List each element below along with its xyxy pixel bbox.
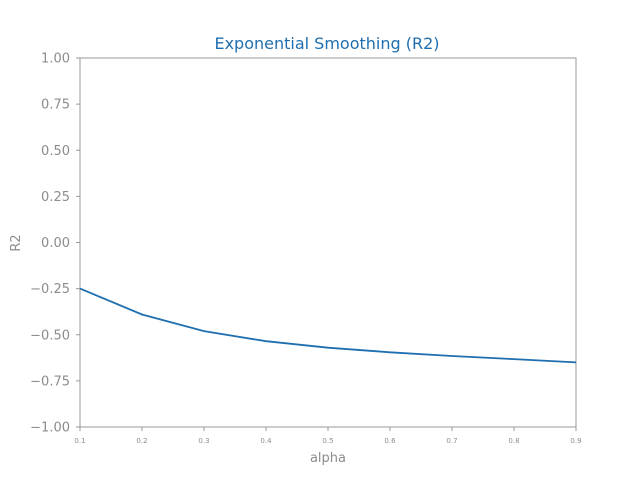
x-tick-label: 0.8 <box>508 437 519 445</box>
x-tick-label: 0.5 <box>322 437 333 445</box>
chart-title: Exponential Smoothing (R2) <box>214 34 439 53</box>
x-tick-label: 0.1 <box>74 437 85 445</box>
plot-area-frame <box>79 57 577 428</box>
x-tick-label: 0.4 <box>260 437 272 445</box>
y-tick-label: 0.75 <box>41 98 70 113</box>
y-tick-label: −0.50 <box>30 328 70 343</box>
x-tick-label: 0.7 <box>446 437 457 445</box>
y-axis-label: R2 <box>9 234 24 251</box>
y-tick-label: 0.25 <box>41 190 70 205</box>
y-tick-label: −1.00 <box>30 421 70 436</box>
y-tick-label: 0.50 <box>41 144 70 159</box>
x-tick-label: 0.6 <box>384 437 396 445</box>
x-axis: 0.1 0.2 0.3 0.4 0.5 0.6 0.7 0.8 0.9 <box>74 427 582 445</box>
y-tick-label: −0.75 <box>30 374 70 389</box>
y-tick-label: −0.25 <box>30 282 70 297</box>
y-tick-label: 0.00 <box>41 236 70 251</box>
x-tick-label: 0.2 <box>136 437 147 445</box>
x-axis-label: alpha <box>310 451 346 466</box>
series-line <box>79 287 577 364</box>
y-axis: 1.00 0.75 0.50 0.25 0.00 −0.25 −0.50 −0.75 −1.00 <box>30 52 80 436</box>
x-tick-label: 0.3 <box>198 437 209 445</box>
x-tick-label: 0.9 <box>570 437 581 445</box>
y-tick-label: 1.00 <box>41 52 70 67</box>
